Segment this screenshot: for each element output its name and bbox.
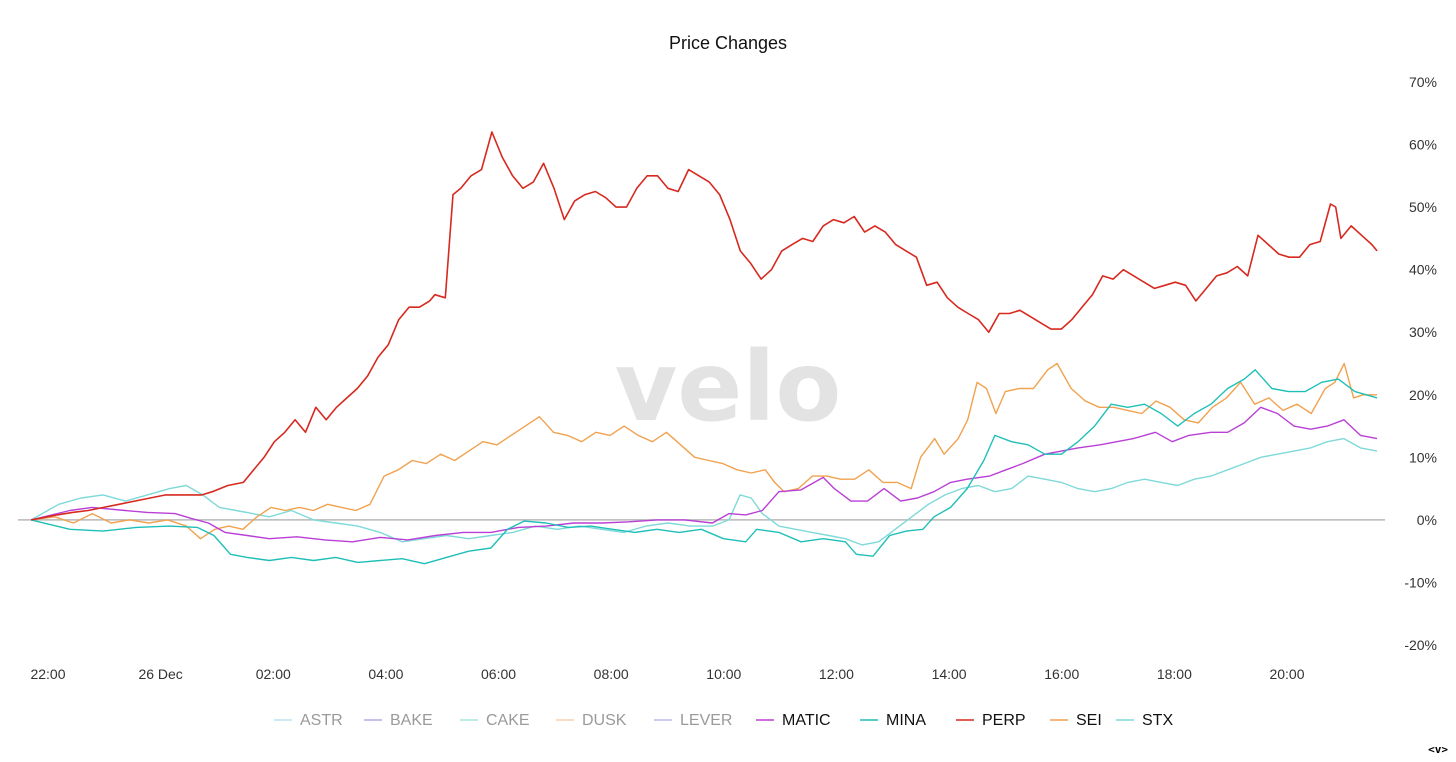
legend-item-dusk[interactable]: DUSK <box>556 712 627 729</box>
x-tick-label: 14:00 <box>932 666 967 682</box>
y-tick-label: 70% <box>1409 74 1437 90</box>
series-lines <box>30 131 1378 565</box>
legend-label: CAKE <box>486 712 530 729</box>
series-line-perp <box>30 131 1378 521</box>
corner-logo: <v> <box>1428 743 1448 756</box>
legend-item-matic[interactable]: MATIC <box>756 712 831 729</box>
x-tick-label: 16:00 <box>1044 666 1079 682</box>
y-tick-label: 50% <box>1409 199 1437 215</box>
x-tick-label: 20:00 <box>1269 666 1304 682</box>
x-tick-label: 22:00 <box>30 666 65 682</box>
watermark-logo: velo <box>615 331 842 443</box>
series-line-stx <box>30 437 1378 546</box>
y-tick-label: 40% <box>1409 262 1437 278</box>
legend-label: PERP <box>982 712 1026 729</box>
x-tick-label: 26 Dec <box>138 666 182 682</box>
y-tick-label: -10% <box>1404 574 1437 590</box>
y-tick-label: 60% <box>1409 137 1437 153</box>
legend-item-mina[interactable]: MINA <box>860 712 926 729</box>
legend-label: MATIC <box>782 712 831 729</box>
y-tick-label: 0% <box>1417 512 1437 528</box>
legend-label: ASTR <box>300 712 343 729</box>
legend-item-lever[interactable]: LEVER <box>654 712 732 729</box>
legend-item-sei[interactable]: SEI <box>1050 712 1102 729</box>
legend-label: SEI <box>1076 712 1102 729</box>
series-line-sei <box>31 362 1378 540</box>
legend-item-bake[interactable]: BAKE <box>364 712 433 729</box>
legend-item-perp[interactable]: PERP <box>956 712 1026 729</box>
x-tick-label: 02:00 <box>256 666 291 682</box>
y-tick-label: -20% <box>1404 637 1437 653</box>
chart-title: Price Changes <box>668 33 788 53</box>
x-axis: 22:00 26 Dec 02:00 04:00 06:00 08:00 10:00 12:0… <box>30 666 1304 682</box>
legend-label: BAKE <box>390 712 433 729</box>
series-line-matic <box>30 406 1378 543</box>
x-tick-label: 10:00 <box>706 666 741 682</box>
legend-label: STX <box>1142 712 1173 729</box>
y-tick-label: 10% <box>1409 449 1437 465</box>
legend-item-stx[interactable]: STX <box>1116 712 1173 729</box>
x-tick-label: 04:00 <box>368 666 403 682</box>
legend[interactable]: ASTR BAKE CAKE DUSK LEVER MATIC MINA PERP SEI STX <box>274 712 1173 729</box>
x-tick-label: 12:00 <box>819 666 854 682</box>
y-tick-label: 20% <box>1409 387 1437 403</box>
x-tick-label: 18:00 <box>1157 666 1192 682</box>
legend-item-cake[interactable]: CAKE <box>460 712 530 729</box>
y-tick-label: 30% <box>1409 324 1437 340</box>
legend-label: DUSK <box>582 712 627 729</box>
legend-item-astr[interactable]: ASTR <box>274 712 343 729</box>
x-tick-label: 08:00 <box>594 666 629 682</box>
y-axis: 70% 60% 50% 40% 30% 20% 10% 0% -10% -20% <box>1404 74 1437 653</box>
series-line-mina <box>30 369 1378 565</box>
legend-label: MINA <box>886 712 926 729</box>
x-tick-label: 06:00 <box>481 666 516 682</box>
legend-label: LEVER <box>680 712 732 729</box>
